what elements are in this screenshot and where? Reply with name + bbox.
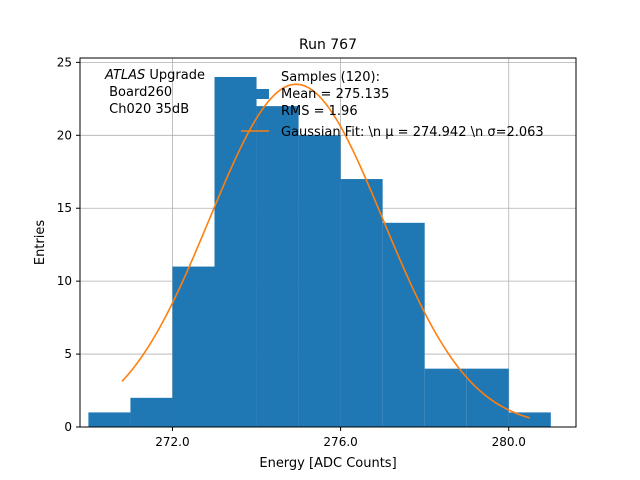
legend-samples-label: RMS = 1.96	[281, 104, 358, 119]
annotation-italic: ATLAS	[104, 68, 145, 83]
histogram-bar	[298, 135, 341, 427]
gaussian-fit	[121, 83, 530, 419]
y-tick-label: 10	[57, 274, 72, 288]
histogram-bar	[340, 179, 383, 427]
gaussian-fit-line	[121, 83, 530, 419]
x-tick-label: 272.0	[155, 435, 189, 449]
annotation-line: Board260	[105, 85, 172, 100]
histogram-bar	[214, 76, 257, 427]
legend-samples-label: Samples (120):	[281, 70, 380, 85]
legend-samples-label: Mean = 275.135	[281, 87, 389, 102]
chart-title: Run 767	[299, 37, 357, 53]
axis-ticks: 272.0 276.0 280.0 0 5 10 15 20 25	[57, 55, 526, 449]
annotation-line: ATLAS Upgrade	[104, 68, 205, 83]
atlas-annotation: ATLAS Upgrade Board260 Ch020 35dB	[104, 68, 205, 117]
annotation-text: Board260	[105, 85, 172, 100]
histogram-bar	[256, 106, 299, 427]
annotation-text: Ch020 35dB	[105, 102, 189, 117]
y-axis-label: Entries	[33, 220, 48, 266]
x-axis-label: Energy [ADC Counts]	[259, 456, 396, 471]
y-tick-label: 0	[64, 420, 72, 434]
y-tick-label: 5	[64, 347, 72, 361]
axes-frame	[79, 57, 577, 428]
x-tick-label: 280.0	[492, 435, 526, 449]
y-tick-label: 25	[57, 55, 72, 69]
histogram-bar	[424, 368, 467, 427]
histogram-bars	[88, 76, 551, 427]
histogram-bar	[130, 397, 173, 427]
annotation-line: Ch020 35dB	[105, 102, 189, 117]
histogram-bar	[172, 266, 215, 427]
histogram-bar	[382, 222, 425, 427]
y-tick-label: 15	[57, 201, 72, 215]
y-tick-label: 20	[57, 128, 72, 142]
histogram-bar	[508, 412, 551, 427]
legend-fit-label: Gaussian Fit: \n μ = 274.942 \n σ=2.063	[281, 125, 544, 140]
legend: Samples (120): Mean = 275.135 RMS = 1.96 Ga…	[241, 70, 544, 140]
annotation-text: Upgrade	[145, 68, 205, 83]
legend-bars-swatch	[241, 89, 269, 99]
x-tick-label: 276.0	[323, 435, 357, 449]
histogram-bar	[88, 412, 131, 427]
